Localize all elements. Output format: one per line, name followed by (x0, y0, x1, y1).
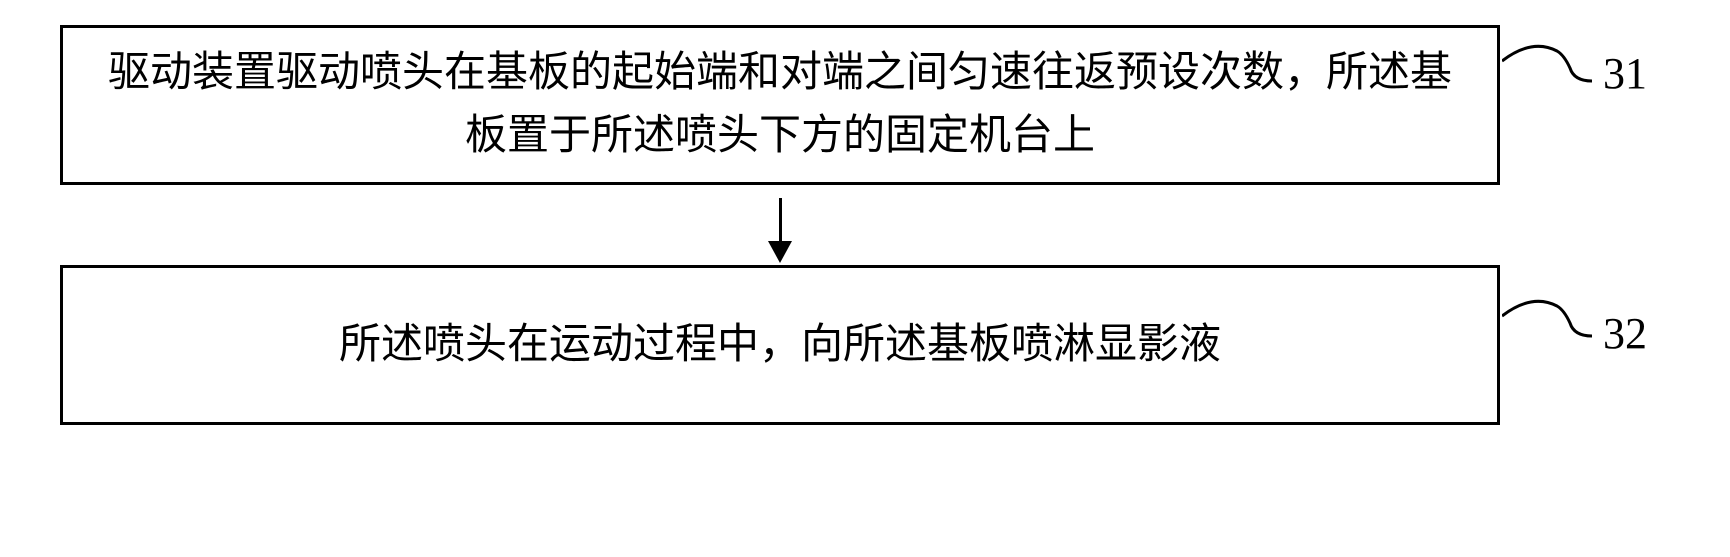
step-31-label: 31 (1603, 48, 1647, 99)
flowchart-step-31: 驱动装置驱动喷头在基板的起始端和对端之间匀速往返预设次数，所述基板置于所述喷头下… (60, 25, 1500, 185)
flowchart-container: 驱动装置驱动喷头在基板的起始端和对端之间匀速往返预设次数，所述基板置于所述喷头下… (60, 25, 1680, 425)
step-32-text: 所述喷头在运动过程中，向所述基板喷淋显影液 (339, 314, 1221, 377)
flowchart-step-32: 所述喷头在运动过程中，向所述基板喷淋显影液 32 (60, 265, 1500, 425)
flowchart-arrow (60, 185, 1500, 265)
connector-curve-31 (1502, 33, 1592, 103)
connector-curve-32 (1502, 288, 1592, 358)
step-32-label: 32 (1603, 308, 1647, 359)
arrow-head (768, 241, 792, 263)
step-31-text: 驱动装置驱动喷头在基板的起始端和对端之间匀速往返预设次数，所述基板置于所述喷头下… (103, 42, 1457, 168)
